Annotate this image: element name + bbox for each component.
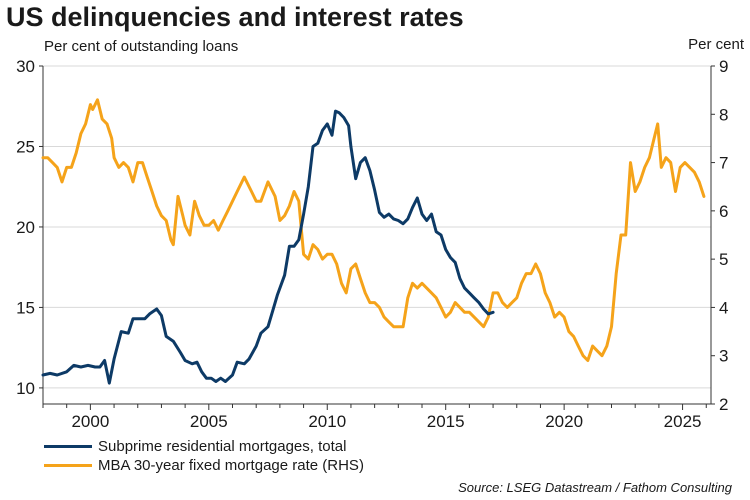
- left-tick-label: 20: [16, 218, 35, 237]
- series-line-subprime: [41, 109, 495, 385]
- legend-item-subprime: Subprime residential mortgages, total: [44, 438, 346, 455]
- chart-title: US delinquencies and interest rates: [6, 2, 464, 32]
- x-tick-label: 2010: [308, 412, 346, 431]
- x-tick-label: 2020: [545, 412, 583, 431]
- left-tick-label: 10: [16, 379, 35, 398]
- legend-swatch-subprime: [44, 445, 92, 448]
- right-axis-unit-label: Per cent: [688, 36, 744, 53]
- left-axis-unit-label: Per cent of outstanding loans: [44, 38, 239, 55]
- right-tick-label: 8: [719, 105, 728, 124]
- legend-label-subprime: Subprime residential mortgages, total: [98, 438, 347, 455]
- legend-swatch-mortgage-rate: [44, 464, 92, 467]
- x-tick-label: 2015: [427, 412, 465, 431]
- left-tick-label: 15: [16, 298, 35, 317]
- right-tick-label: 7: [719, 154, 728, 173]
- right-tick-label: 9: [719, 57, 728, 76]
- right-tick-label: 4: [719, 298, 728, 317]
- right-tick-label: 3: [719, 347, 728, 366]
- x-tick-label: 2000: [71, 412, 109, 431]
- left-tick-label: 30: [16, 57, 35, 76]
- right-tick-label: 6: [719, 202, 728, 221]
- legend-item-mortgage-rate: MBA 30-year fixed mortgage rate (RHS): [44, 457, 364, 474]
- right-tick-label: 2: [719, 395, 728, 414]
- right-tick-label: 5: [719, 250, 728, 269]
- legend-label-mortgage-rate: MBA 30-year fixed mortgage rate (RHS): [98, 457, 364, 474]
- series-line-mortgage-rate: [41, 98, 706, 362]
- source-note: Source: LSEG Datastream / Fathom Consult…: [458, 480, 732, 495]
- left-tick-label: 25: [16, 137, 35, 156]
- x-tick-label: 2005: [190, 412, 228, 431]
- x-tick-label: 2025: [664, 412, 702, 431]
